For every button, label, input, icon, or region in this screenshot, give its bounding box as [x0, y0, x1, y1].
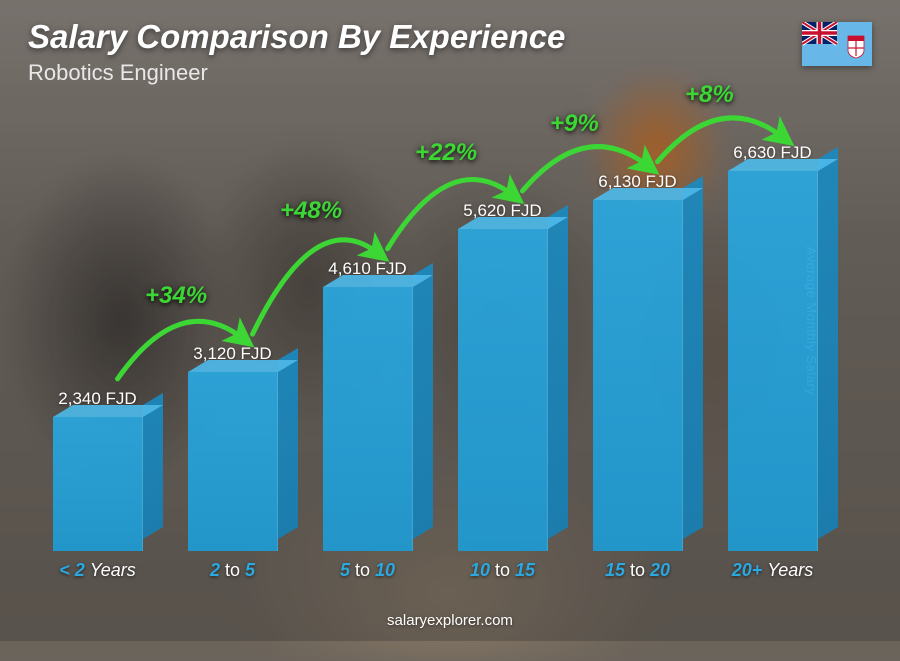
bar — [53, 417, 143, 551]
bar — [458, 229, 548, 551]
category-label: 2 to 5 — [165, 560, 300, 581]
bar-group: 2,340 FJD — [30, 389, 165, 551]
bar-group: 4,610 FJD — [300, 259, 435, 551]
page-title: Salary Comparison By Experience — [28, 18, 565, 56]
bar-group: 6,130 FJD — [570, 172, 705, 551]
category-label: 15 to 20 — [570, 560, 705, 581]
bar — [593, 200, 683, 551]
bar-group: 5,620 FJD — [435, 201, 570, 551]
chart-content: Salary Comparison By Experience Robotics… — [0, 0, 900, 641]
footer-source: salaryexplorer.com — [0, 612, 900, 629]
category-label: 20+ Years — [705, 560, 840, 581]
category-label: < 2 Years — [30, 560, 165, 581]
pct-increase-label: +8% — [685, 81, 734, 109]
pct-increase-label: +34% — [145, 282, 207, 310]
category-label: 10 to 15 — [435, 560, 570, 581]
bar — [728, 171, 818, 551]
bar-chart: 2,340 FJD 3,120 FJD 4,610 FJD 5,620 FJD — [30, 101, 840, 581]
pct-increase-label: +22% — [415, 139, 477, 167]
bar-group: 6,630 FJD — [705, 143, 840, 551]
bar — [188, 372, 278, 551]
page-subtitle: Robotics Engineer — [28, 60, 208, 86]
bar — [323, 287, 413, 551]
pct-increase-label: +48% — [280, 197, 342, 225]
category-label: 5 to 10 — [300, 560, 435, 581]
fiji-flag-icon — [802, 22, 872, 66]
bar-group: 3,120 FJD — [165, 344, 300, 551]
pct-increase-label: +9% — [550, 110, 599, 138]
